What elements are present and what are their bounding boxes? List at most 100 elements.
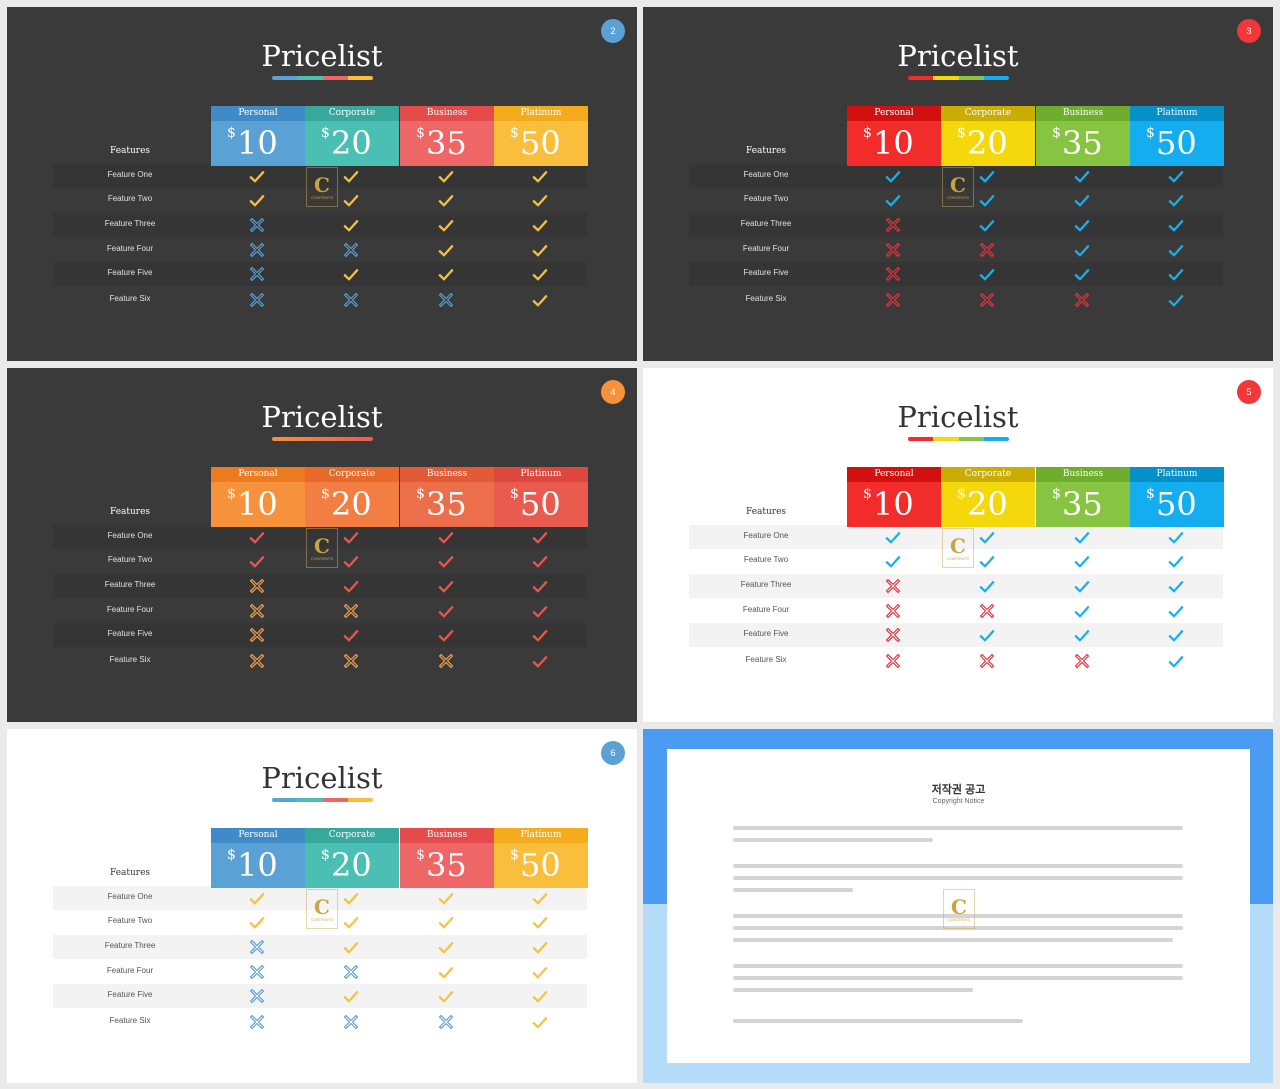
check-icon — [532, 914, 548, 930]
feature-label: Feature Two — [107, 194, 153, 203]
check-icon — [1168, 553, 1184, 569]
check-icon — [249, 553, 265, 569]
feature-label: Feature Four — [106, 244, 154, 253]
currency-symbol: $ — [1146, 125, 1155, 141]
check-icon — [1074, 529, 1090, 545]
feature-label: Feature One — [743, 531, 789, 540]
plan-price: $35 — [400, 843, 494, 888]
price-amount: 35 — [1062, 124, 1103, 162]
watermark-letter: C — [950, 172, 966, 197]
check-icon — [249, 914, 265, 930]
check-icon — [438, 529, 454, 545]
notice-text-line — [733, 976, 1183, 980]
check-icon — [532, 292, 548, 308]
currency-symbol: $ — [1052, 125, 1061, 141]
plan-name: Platinum — [494, 467, 588, 482]
check-icon — [343, 939, 359, 955]
currency-symbol: $ — [227, 125, 236, 141]
plan-name: Personal — [847, 467, 941, 482]
check-icon — [438, 603, 454, 619]
currency-symbol: $ — [863, 486, 872, 502]
features-heading: Features — [745, 507, 787, 517]
plan-price: $35 — [400, 121, 494, 166]
check-icon — [1074, 553, 1090, 569]
cross-icon — [249, 653, 265, 669]
plan-name: Corporate — [305, 467, 399, 482]
plan-price: $35 — [400, 482, 494, 527]
price-amount: 50 — [520, 485, 561, 523]
plan-card-business: Business $35 — [400, 106, 494, 166]
plan-name: Personal — [211, 467, 305, 482]
price-amount: 10 — [237, 485, 278, 523]
plan-price: $20 — [305, 121, 399, 166]
plan-name: Personal — [211, 828, 305, 843]
watermark-text: CONTENTS — [947, 555, 969, 561]
feature-label: Feature Two — [743, 555, 789, 564]
price-amount: 50 — [520, 124, 561, 162]
plan-name: Platinum — [494, 106, 588, 121]
row-background — [689, 525, 1223, 549]
slide-number-badge: 5 — [1237, 380, 1261, 404]
check-icon — [532, 1014, 548, 1030]
cross-icon — [249, 627, 265, 643]
features-heading: Features — [109, 146, 151, 156]
feature-label: Feature Two — [743, 194, 789, 203]
page-title: Pricelist — [261, 400, 383, 434]
check-icon — [532, 242, 548, 258]
cross-icon — [885, 292, 901, 308]
check-icon — [249, 192, 265, 208]
price-amount: 20 — [331, 846, 372, 884]
cross-icon — [343, 242, 359, 258]
feature-label: Feature Five — [107, 990, 153, 999]
price-amount: 50 — [520, 846, 561, 884]
row-background — [53, 213, 587, 237]
row-background — [53, 623, 587, 647]
watermark-logo: C CONTENTS — [306, 528, 338, 568]
notice-subtitle: Copyright Notice — [932, 798, 985, 805]
price-amount: 10 — [873, 124, 914, 162]
row-background — [689, 164, 1223, 188]
feature-label: Feature Six — [109, 1016, 151, 1025]
price-amount: 20 — [967, 485, 1008, 523]
plan-name: Business — [400, 467, 494, 482]
check-icon — [885, 553, 901, 569]
feature-label: Feature Three — [104, 219, 156, 228]
cross-icon — [885, 578, 901, 594]
cross-icon — [885, 217, 901, 233]
notice-title: 저작권 공고 — [931, 784, 986, 796]
check-icon — [979, 266, 995, 282]
cross-icon — [343, 292, 359, 308]
check-icon — [438, 988, 454, 1004]
check-icon — [249, 890, 265, 906]
slide-number-badge: 2 — [601, 19, 625, 43]
feature-label: Feature Six — [745, 294, 787, 303]
row-background — [53, 935, 587, 959]
slide-6: 6 Pricelist Personal $10 Corporate $20 Busines… — [7, 729, 637, 1083]
cross-icon — [249, 578, 265, 594]
check-icon — [979, 627, 995, 643]
currency-symbol: $ — [957, 125, 966, 141]
slide-number-badge: 3 — [1237, 19, 1261, 43]
check-icon — [1168, 653, 1184, 669]
check-icon — [532, 266, 548, 282]
check-icon — [438, 192, 454, 208]
check-icon — [1168, 529, 1184, 545]
watermark-text: CONTENTS — [311, 916, 333, 922]
check-icon — [532, 964, 548, 980]
slide-2: 2 Pricelist Personal $10 Corporate $20 Busines… — [7, 7, 637, 361]
cross-icon — [885, 653, 901, 669]
feature-label: Feature One — [107, 892, 153, 901]
plan-price: $20 — [941, 482, 1035, 527]
feature-label: Feature Three — [740, 219, 792, 228]
watermark-text: CONTENTS — [311, 194, 333, 200]
plan-name: Corporate — [305, 106, 399, 121]
price-amount: 10 — [237, 124, 278, 162]
row-background — [689, 262, 1223, 286]
plan-price: $50 — [1130, 482, 1224, 527]
check-icon — [343, 553, 359, 569]
notice-text-line — [733, 964, 1183, 968]
check-icon — [1168, 168, 1184, 184]
check-icon — [438, 168, 454, 184]
watermark-letter: C — [314, 172, 330, 197]
plan-price: $10 — [211, 482, 305, 527]
